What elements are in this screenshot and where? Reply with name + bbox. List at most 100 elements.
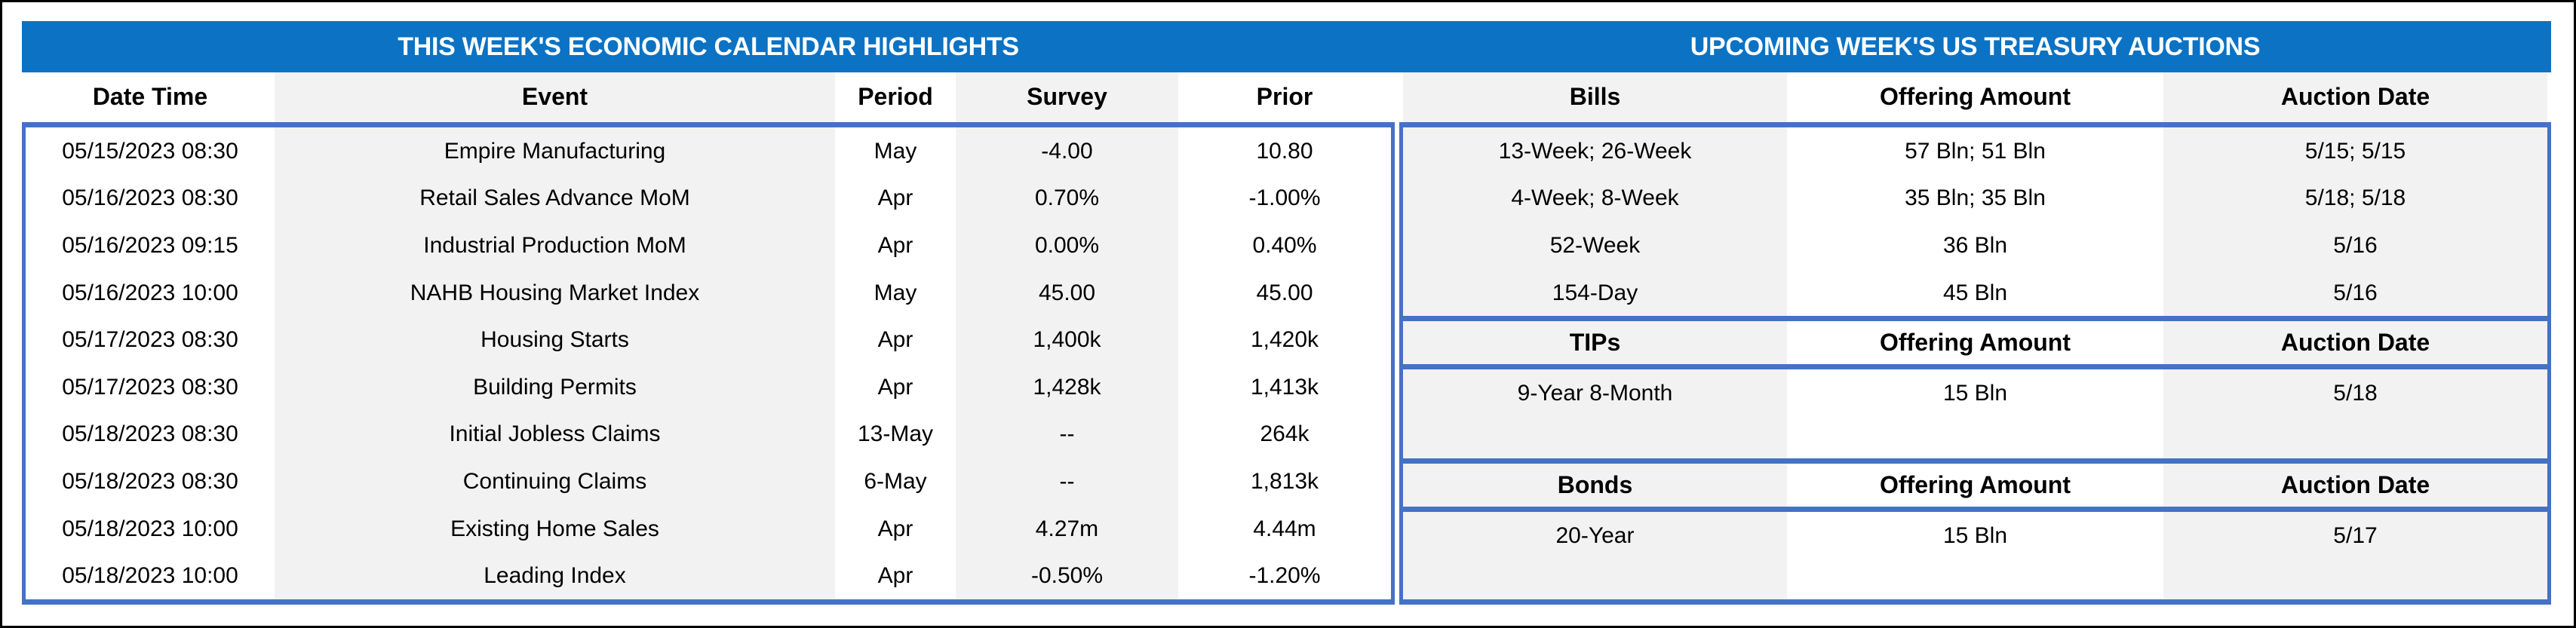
calendar-cell: 05/17/2023 08:30 <box>62 327 238 353</box>
auction-cell: 5/17 <box>2333 523 2378 549</box>
column-header-bills: Bills <box>1403 72 1787 122</box>
calendar-cell: 05/18/2023 08:30 <box>62 468 238 494</box>
calendar-row: 05/17/2023 08:30 Housing Starts Apr 1,400k 1… <box>26 316 1391 363</box>
calendar-cell: 05/16/2023 09:15 <box>62 232 238 258</box>
calendar-body: 05/15/2023 08:30 Empire Manufacturing May -… <box>22 122 1395 605</box>
calendar-cell: 0.00% <box>1034 232 1100 258</box>
section-divider <box>1403 458 2547 464</box>
bonds-section: 20-Year 15 Bln 5/17 <box>1403 512 2547 599</box>
auction-cell: 9-Year 8-Month <box>1517 381 1673 406</box>
calendar-cell: Apr <box>877 185 913 211</box>
calendar-cell: 4.44m <box>1253 516 1316 541</box>
calendar-cell: Apr <box>877 374 913 400</box>
bonds-header-row: Bonds Offering Amount Auction Date <box>1403 464 2547 507</box>
calendar-cell: Retail Sales Advance MoM <box>419 185 690 211</box>
calendar-cell: 05/16/2023 10:00 <box>62 280 238 305</box>
section-divider <box>1403 316 2547 322</box>
calendar-cell: 05/17/2023 08:30 <box>62 374 238 400</box>
auction-row: 4-Week; 8-Week 35 Bln; 35 Bln 5/18; 5/18 <box>1403 175 2547 222</box>
auction-cell: 5/16 <box>2333 280 2378 305</box>
report-inner: THIS WEEK'S ECONOMIC CALENDAR HIGHLIGHTS… <box>22 21 2551 605</box>
calendar-cell: Initial Jobless Claims <box>449 421 661 447</box>
calendar-cell: 4.27m <box>1035 516 1099 541</box>
calendar-cell: -4.00 <box>1041 138 1093 164</box>
column-header-event: Event <box>275 72 835 122</box>
column-header-offering-amount: Offering Amount <box>1787 72 2163 122</box>
calendar-row: 05/15/2023 08:30 Empire Manufacturing May -… <box>26 127 1391 175</box>
section-divider <box>1403 507 2547 513</box>
auction-row: 154-Day 45 Bln 5/16 <box>1403 269 2547 317</box>
calendar-cell: 05/16/2023 08:30 <box>62 185 238 211</box>
column-header-period: Period <box>835 72 956 122</box>
calendar-cell: Leading Index <box>484 563 626 589</box>
column-header-bonds: Bonds <box>1403 464 1787 507</box>
calendar-cell: 1,428k <box>1033 374 1101 400</box>
calendar-cell: 6-May <box>864 468 927 494</box>
column-header-bonds-offering-amount: Offering Amount <box>1787 464 2163 507</box>
column-header-date-time: Date Time <box>26 72 275 122</box>
calendar-cell: 1,400k <box>1033 327 1101 353</box>
calendar-cell: 10.80 <box>1256 138 1313 164</box>
calendar-cell: -0.50% <box>1030 563 1104 589</box>
calendar-cell: 13-May <box>857 421 934 447</box>
calendar-cell: 05/15/2023 08:30 <box>62 138 238 164</box>
calendar-cell: Industrial Production MoM <box>423 232 686 258</box>
tips-header-row: TIPs Offering Amount Auction Date <box>1403 321 2547 365</box>
column-header-prior: Prior <box>1178 72 1391 122</box>
column-header-tips-offering-amount: Offering Amount <box>1787 321 2163 365</box>
calendar-cell: -- <box>1059 421 1075 447</box>
auctions-body: 13-Week; 26-Week 57 Bln; 51 Bln 5/15; 5/15… <box>1399 122 2551 605</box>
bills-section: 13-Week; 26-Week 57 Bln; 51 Bln 5/15; 5/15… <box>1403 127 2547 316</box>
calendar-cell: Housing Starts <box>481 327 629 353</box>
economic-calendar-table: Date Time Event Period Survey Prior 05/1… <box>22 72 1395 605</box>
calendar-cell: 1,420k <box>1250 327 1319 353</box>
calendar-cell: Existing Home Sales <box>450 516 659 541</box>
calendar-cell: Apr <box>877 232 913 258</box>
auction-cell: 52-Week <box>1549 232 1641 258</box>
auction-cell: 45 Bln <box>1942 280 2008 305</box>
calendar-row: 05/17/2023 08:30 Building Permits Apr 1,428… <box>26 363 1391 411</box>
calendar-cell: 45.00 <box>1038 280 1096 305</box>
treasury-auctions-table: Bills Offering Amount Auction Date 13-We… <box>1399 72 2551 605</box>
title-bar: THIS WEEK'S ECONOMIC CALENDAR HIGHLIGHTS… <box>22 21 2551 72</box>
calendar-cell: Apr <box>877 327 913 353</box>
auction-cell: 5/18; 5/18 <box>2304 185 2406 211</box>
calendar-title: THIS WEEK'S ECONOMIC CALENDAR HIGHLIGHTS <box>398 32 1019 61</box>
calendar-row: 05/18/2023 10:00 Leading Index Apr -0.50% -1… <box>26 552 1391 599</box>
column-header-survey: Survey <box>956 72 1178 122</box>
auction-cell: 5/16 <box>2333 232 2378 258</box>
calendar-row: 05/18/2023 10:00 Existing Home Sales Apr 4.… <box>26 505 1391 553</box>
auction-cell: 35 Bln; 35 Bln <box>1905 185 2046 211</box>
calendar-cell: -1.00% <box>1248 185 1321 211</box>
auction-row: 52-Week 36 Bln 5/16 <box>1403 222 2547 269</box>
auction-cell: 36 Bln <box>1942 232 2008 258</box>
tips-section: 9-Year 8-Month 15 Bln 5/18 <box>1403 369 2547 458</box>
calendar-cell: 264k <box>1260 421 1309 447</box>
bills-header-row: Bills Offering Amount Auction Date <box>1399 72 2551 122</box>
calendar-cell: Empire Manufacturing <box>444 138 666 164</box>
calendar-cell: Apr <box>877 563 913 589</box>
calendar-row: 05/16/2023 10:00 NAHB Housing Market Inde… <box>26 269 1391 317</box>
calendar-cell: -- <box>1059 468 1075 494</box>
calendar-cell: May <box>874 138 917 164</box>
auction-cell: 4-Week; 8-Week <box>1511 185 1679 211</box>
column-header-auction-date: Auction Date <box>2163 72 2547 122</box>
auction-cell: 57 Bln; 51 Bln <box>1905 138 2046 164</box>
calendar-cell: Continuing Claims <box>462 468 647 494</box>
calendar-row: 05/16/2023 09:15 Industrial Production Mo… <box>26 222 1391 269</box>
column-header-bonds-auction-date: Auction Date <box>2163 464 2547 507</box>
calendar-cell: 0.40% <box>1252 232 1317 258</box>
calendar-row: 05/18/2023 08:30 Initial Jobless Claims 13… <box>26 411 1391 458</box>
calendar-cell: Building Permits <box>473 374 637 400</box>
calendar-cell: 1,413k <box>1250 374 1319 400</box>
auction-row: 13-Week; 26-Week 57 Bln; 51 Bln 5/15; 5/15 <box>1403 127 2547 175</box>
calendar-cell: May <box>874 280 917 305</box>
auction-cell: 13-Week; 26-Week <box>1498 138 1692 164</box>
section-divider <box>1403 364 2547 370</box>
calendar-header-row: Date Time Event Period Survey Prior <box>22 72 1395 122</box>
auction-cell: 5/18 <box>2333 381 2378 406</box>
auctions-title: UPCOMING WEEK'S US TREASURY AUCTIONS <box>1690 32 2261 61</box>
auction-cell: 154-Day <box>1552 280 1638 305</box>
calendar-row: 05/16/2023 08:30 Retail Sales Advance MoM… <box>26 175 1391 222</box>
calendar-cell: 05/18/2023 10:00 <box>62 563 238 589</box>
